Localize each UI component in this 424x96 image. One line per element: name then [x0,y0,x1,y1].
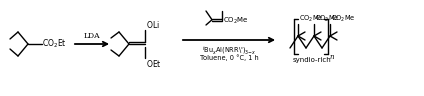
Text: $\mathdefault{CO_2Me}$: $\mathdefault{CO_2Me}$ [315,14,340,24]
Text: Toluene, 0 °C, 1 h: Toluene, 0 °C, 1 h [200,54,258,61]
Text: $\mathdefault{CO_2Me}$: $\mathdefault{CO_2Me}$ [223,16,249,26]
Text: n: n [329,53,334,61]
Text: $\mathdefault{CO_2Me}$: $\mathdefault{CO_2Me}$ [299,14,324,24]
Text: syndio-rich: syndio-rich [293,57,332,63]
Text: LDA: LDA [84,32,100,40]
Text: $\mathdefault{OEt}$: $\mathdefault{OEt}$ [146,58,162,69]
Text: $\mathdefault{CO_2Et}$: $\mathdefault{CO_2Et}$ [42,38,67,50]
Text: $\mathdefault{OLi}$: $\mathdefault{OLi}$ [146,19,160,30]
Text: $^{i}$Bu$_x$Al(NRR\')$_{3\mathrm{-}x}$: $^{i}$Bu$_x$Al(NRR\')$_{3\mathrm{-}x}$ [202,45,256,57]
Text: $\mathdefault{CO_2Me}$: $\mathdefault{CO_2Me}$ [331,14,356,24]
